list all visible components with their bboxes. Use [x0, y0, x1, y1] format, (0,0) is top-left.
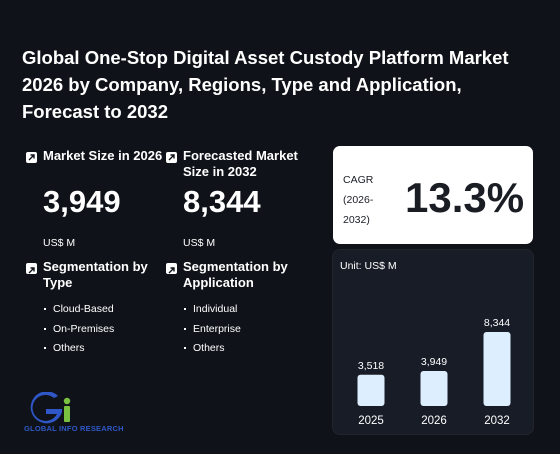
chart-unit-label: Unit: US$ M: [340, 260, 397, 272]
market-size-unit: US$ M: [43, 237, 76, 249]
market-size-stat: Market Size in 2026 3,949 US$ M: [26, 148, 166, 258]
list-item: Others: [184, 339, 241, 359]
value-label-2025: 3,518: [358, 360, 384, 372]
logo-mark-icon: [30, 391, 71, 424]
chart-plot: 3,518 2025 3,949 2026 8,344 2032: [357, 317, 511, 427]
forecast-size-unit: US$ M: [183, 237, 216, 249]
cagr-card: CAGR (2026- 2032) 13.3%: [333, 146, 533, 244]
cagr-label: CAGR (2026- 2032): [343, 174, 374, 226]
category-label-2032: 2032: [484, 415, 510, 427]
segmentation-application: Segmentation by Application Individual E…: [166, 259, 306, 359]
arrow-up-right-icon: [166, 152, 177, 163]
arrow-up-right-icon: [166, 263, 177, 274]
market-size-value: 3,949: [43, 184, 121, 219]
forecast-size-stat: Forecasted Market Size in 2032 8,344 US$…: [166, 148, 316, 258]
bar-2026: [420, 370, 448, 406]
segmentation-application-label: Segmentation by Application: [183, 259, 288, 290]
list-item: On-Premises: [44, 320, 114, 340]
list-item: Individual: [184, 300, 241, 320]
segmentation-type-label: Segmentation by Type: [43, 259, 148, 290]
list-item: Others: [44, 339, 114, 359]
forecast-size-label: Forecasted Market Size in 2032: [183, 148, 298, 179]
segmentation-application-list: Individual Enterprise Others: [184, 300, 241, 359]
list-item: Enterprise: [184, 320, 241, 340]
company-logo: GLOBAL INFO RESEARCH: [24, 391, 144, 434]
value-label-2026: 3,949: [421, 356, 447, 368]
category-label-2026: 2026: [421, 415, 447, 427]
forecast-size-value: 8,344: [183, 184, 261, 219]
page-title: Global One-Stop Digital Asset Custody Pl…: [22, 47, 509, 122]
segmentation-type: Segmentation by Type Cloud-Based On-Prem…: [26, 259, 156, 359]
arrow-up-right-icon: [26, 263, 37, 274]
cagr-value: 13.3%: [405, 174, 525, 221]
bar-2032: [483, 332, 511, 406]
category-label-2025: 2025: [358, 415, 384, 427]
market-size-label: Market Size in 2026: [43, 148, 163, 163]
segmentation-type-list: Cloud-Based On-Premises Others: [44, 300, 114, 359]
logo-text: GLOBAL INFO RESEARCH: [24, 424, 124, 433]
bar-2025: [357, 374, 385, 406]
value-label-2032: 8,344: [484, 317, 510, 329]
list-item: Cloud-Based: [44, 300, 114, 320]
bar-chart: Unit: US$ M 3,518 2025 3,949 2026 8,344 2032: [333, 250, 533, 434]
arrow-up-right-icon: [26, 152, 37, 163]
